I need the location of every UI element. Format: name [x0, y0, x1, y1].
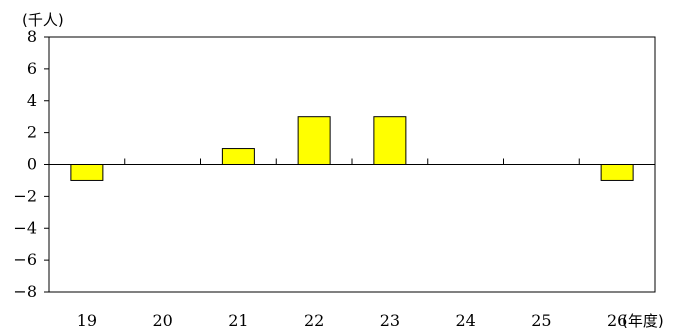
bar-21	[221, 148, 255, 165]
x-tick-label: 22	[304, 311, 324, 330]
bar-23	[373, 116, 407, 165]
bar-26	[600, 164, 634, 181]
y-axis-unit-label: (千人)	[22, 11, 64, 29]
x-tick-label: 20	[152, 311, 172, 330]
bar-series	[70, 116, 634, 181]
y-tick-label: −8	[13, 282, 37, 301]
y-tick-label: 4	[27, 91, 37, 110]
x-tick-label: 21	[228, 311, 248, 330]
x-tick-label: 25	[531, 311, 551, 330]
y-tick-label: −2	[13, 186, 37, 205]
y-tick-label: −4	[13, 218, 37, 237]
y-tick-label: 6	[27, 59, 37, 78]
y-tick-label: 8	[27, 27, 37, 46]
x-axis: 19 20 21 22 23 24 25 26	[77, 158, 627, 330]
x-tick-label: 19	[77, 311, 97, 330]
y-tick-label: −6	[13, 250, 37, 269]
x-tick-label: 23	[380, 311, 400, 330]
y-axis: 8 6 4 2 0 −2 −4 −6 −8	[13, 27, 49, 301]
y-tick-label: 0	[27, 155, 37, 174]
x-axis-unit-label: (年度)	[622, 312, 664, 330]
bar-19	[70, 164, 104, 181]
bar-22	[297, 116, 331, 165]
x-tick-label: 24	[455, 311, 475, 330]
y-tick-label: 2	[27, 123, 37, 142]
x-tick-label: 26	[607, 311, 627, 330]
